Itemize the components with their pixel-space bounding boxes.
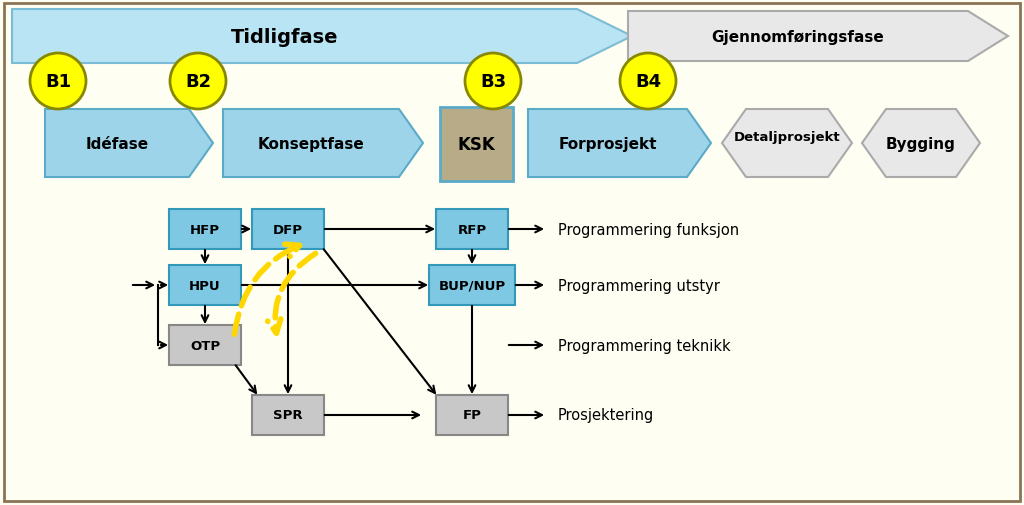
FancyBboxPatch shape (169, 266, 241, 306)
Text: RFP: RFP (458, 223, 486, 236)
Text: Programmering funksjon: Programmering funksjon (558, 222, 739, 237)
Text: Bygging: Bygging (886, 136, 956, 151)
FancyBboxPatch shape (429, 266, 515, 306)
Text: FP: FP (463, 409, 481, 422)
Polygon shape (862, 110, 980, 178)
Text: Prosjektering: Prosjektering (558, 408, 654, 423)
Text: B1: B1 (45, 73, 71, 91)
Text: OTP: OTP (189, 339, 220, 352)
Text: DFP: DFP (273, 223, 303, 236)
Circle shape (620, 54, 676, 110)
Text: Idéfase: Idéfase (85, 136, 148, 151)
FancyBboxPatch shape (252, 395, 324, 435)
FancyBboxPatch shape (436, 210, 508, 249)
Text: BUP/NUP: BUP/NUP (438, 279, 506, 292)
Text: B4: B4 (635, 73, 662, 91)
FancyBboxPatch shape (252, 210, 324, 249)
FancyBboxPatch shape (169, 325, 241, 365)
Circle shape (170, 54, 226, 110)
Text: B2: B2 (185, 73, 211, 91)
Text: Programmering teknikk: Programmering teknikk (558, 338, 731, 353)
Text: Gjennomføringsfase: Gjennomføringsfase (712, 29, 885, 44)
Text: Tidligfase: Tidligfase (231, 27, 339, 46)
Polygon shape (45, 110, 213, 178)
Text: HPU: HPU (189, 279, 221, 292)
Polygon shape (12, 10, 632, 64)
Text: B3: B3 (480, 73, 506, 91)
FancyBboxPatch shape (436, 395, 508, 435)
Polygon shape (528, 110, 711, 178)
Polygon shape (628, 12, 1008, 62)
Circle shape (30, 54, 86, 110)
Text: KSK: KSK (458, 136, 496, 154)
Text: HFP: HFP (190, 223, 220, 236)
Text: Forprosjekt: Forprosjekt (558, 136, 656, 151)
Text: Programmering utstyr: Programmering utstyr (558, 278, 720, 293)
Polygon shape (722, 110, 852, 178)
Polygon shape (223, 110, 423, 178)
FancyBboxPatch shape (169, 210, 241, 249)
Bar (440, 108, 513, 182)
Text: Detaljprosjekt: Detaljprosjekt (733, 130, 841, 143)
Text: Konseptfase: Konseptfase (258, 136, 365, 151)
Text: SPR: SPR (273, 409, 303, 422)
Circle shape (465, 54, 521, 110)
